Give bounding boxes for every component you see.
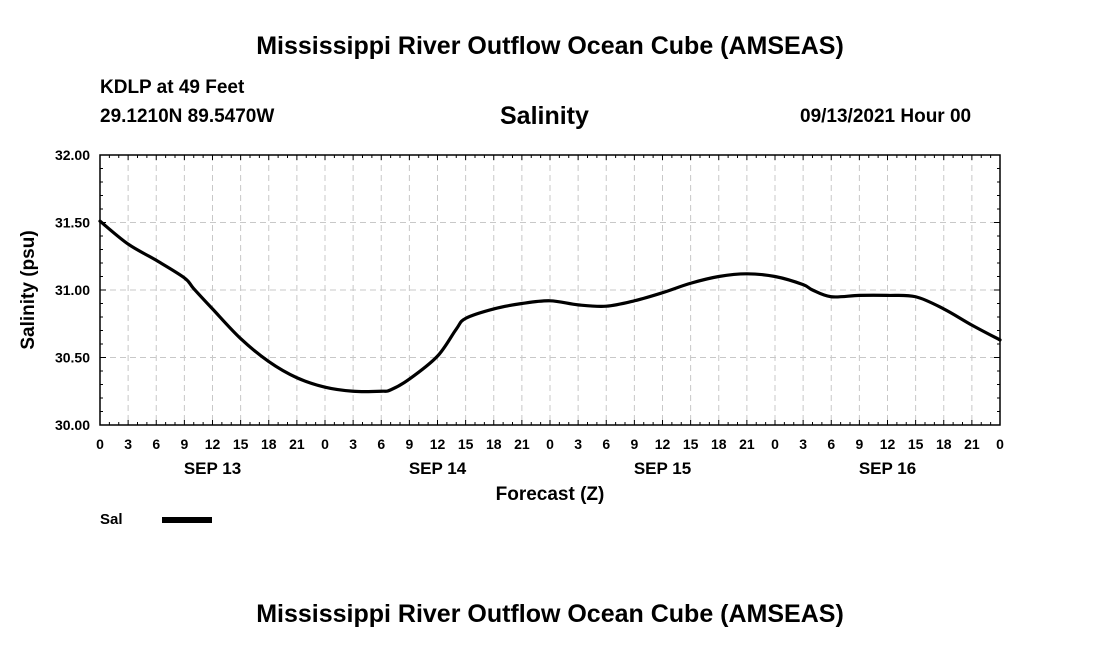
- footer-title: Mississippi River Outflow Ocean Cube (AM…: [256, 600, 844, 628]
- x-tick-label: 3: [124, 436, 132, 452]
- x-tick-label: 6: [152, 436, 160, 452]
- x-axis-title: Forecast (Z): [496, 484, 605, 505]
- x-tick-label: 0: [96, 436, 104, 452]
- x-tick-label: 6: [377, 436, 385, 452]
- x-tick-label: 18: [261, 436, 277, 452]
- y-tick-label: 31.50: [55, 215, 90, 231]
- x-tick-label: 0: [996, 436, 1004, 452]
- y-tick-label: 31.00: [55, 282, 90, 298]
- x-tick-label: 21: [514, 436, 530, 452]
- x-tick-label: 18: [486, 436, 502, 452]
- x-tick-label: 12: [880, 436, 896, 452]
- x-tick-label: 9: [855, 436, 863, 452]
- axis-ticks: [99, 154, 1001, 426]
- chart-title: Mississippi River Outflow Ocean Cube (AM…: [256, 32, 844, 60]
- x-tick-label: 6: [827, 436, 835, 452]
- grid: [100, 155, 1000, 425]
- x-tick-label: 3: [574, 436, 582, 452]
- x-tick-label: 9: [630, 436, 638, 452]
- station-label: KDLP at 49 Feet: [100, 77, 245, 98]
- y-tick-label: 30.50: [55, 350, 90, 366]
- x-tick-label: 15: [908, 436, 924, 452]
- x-tick-label: 18: [936, 436, 952, 452]
- x-tick-label: 15: [458, 436, 474, 452]
- x-tick-label: 9: [405, 436, 413, 452]
- day-label: SEP 15: [634, 459, 691, 478]
- y-tick-label: 30.00: [55, 417, 90, 433]
- legend-label: Sal: [100, 511, 123, 528]
- x-tick-label: 6: [602, 436, 610, 452]
- x-tick-label: 3: [799, 436, 807, 452]
- x-tick-label: 12: [205, 436, 221, 452]
- x-tick-label: 0: [771, 436, 779, 452]
- x-tick-label: 21: [289, 436, 305, 452]
- x-tick-label: 12: [430, 436, 446, 452]
- x-tick-label: 0: [546, 436, 554, 452]
- station-coordinates: 29.1210N 89.5470W: [100, 106, 275, 127]
- day-label: SEP 14: [409, 459, 467, 478]
- salinity-series-line: [98, 219, 1002, 394]
- y-axis-title: Salinity (psu): [18, 230, 39, 349]
- x-tick-label: 21: [964, 436, 980, 452]
- x-tick-label: 18: [711, 436, 727, 452]
- axis-labels: 0 3 6 9 12 15 18 21 0 3 6 9 12 15 18 21 0 3 6 9 12 15 18 21 0 3 6 9…: [55, 147, 1004, 478]
- x-tick-label: 9: [180, 436, 188, 452]
- x-tick-label: 21: [739, 436, 755, 452]
- day-label: SEP 13: [184, 459, 241, 478]
- x-tick-label: 3: [349, 436, 357, 452]
- x-tick-label: 0: [321, 436, 329, 452]
- x-tick-label: 12: [655, 436, 671, 452]
- x-tick-label: 15: [683, 436, 699, 452]
- forecast-date: 09/13/2021 Hour 00: [800, 106, 972, 127]
- chart-subtitle: Salinity: [500, 102, 589, 130]
- y-tick-label: 32.00: [55, 147, 90, 163]
- x-tick-label: 15: [233, 436, 249, 452]
- day-label: SEP 16: [859, 459, 916, 478]
